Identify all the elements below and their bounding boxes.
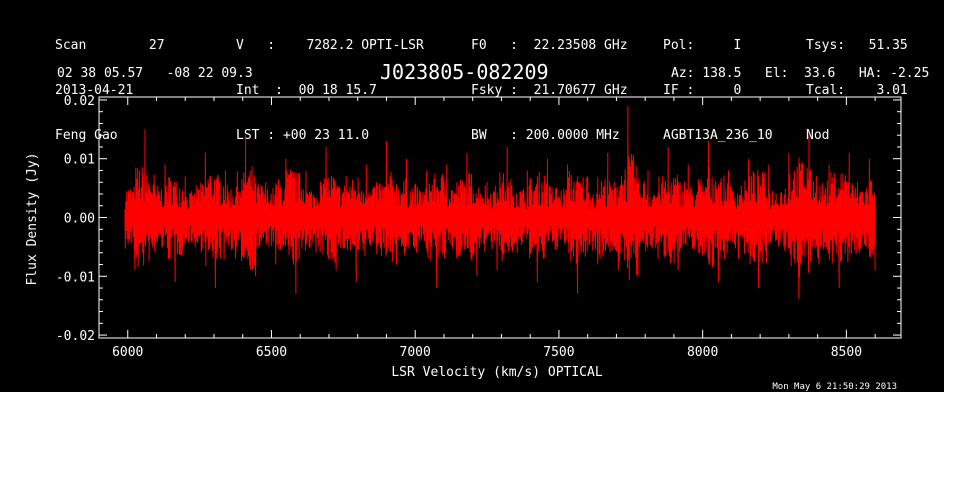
header-frequency-info: F0 : 22.23508 GHz Fsky : 21.70677 GHz BW… (471, 8, 628, 158)
polarization-line: Pol: I (663, 38, 742, 53)
y-tick-label: 0.02 (64, 94, 95, 109)
tsys-line: Tsys: 51.35 (806, 38, 908, 53)
spectrum-trace (124, 105, 876, 300)
x-tick-label: 7000 (400, 345, 431, 360)
if-line: IF : 0 (663, 83, 742, 98)
tcal-line: Tcal: 3.01 (806, 83, 908, 98)
y-tick-label: 0.00 (64, 212, 95, 227)
label-layer: 6000 6500 7000 7500 8000 8500 -0.02 -0.01 0.00 0.… (56, 94, 862, 360)
bandwidth-line: BW : 200.0000 MHz (471, 128, 620, 143)
source-coordinates: 02 38 05.57 -08 22 09.3 (57, 66, 253, 81)
lst-line: LST : +00 23 11.0 (236, 128, 370, 143)
sky-frequency-line: Fsky : 21.70677 GHz (471, 83, 628, 98)
x-tick-label: 6500 (256, 345, 287, 360)
rest-frequency-line: F0 : 22.23508 GHz (471, 38, 628, 53)
header-polarization-info: Pol: I IF : 0 AGBT13A_236_10 (663, 8, 773, 158)
project-line: AGBT13A_236_10 (663, 128, 773, 143)
y-tick-label: -0.02 (56, 329, 95, 344)
tick-layer (98, 97, 901, 338)
velocity-line: V : 7282.2 OPTI-LSR (236, 38, 424, 53)
date-line: 2013-04-21 (55, 83, 134, 98)
y-axis-label: Flux Density (Jy) (25, 152, 40, 285)
mode-line: Nod (806, 128, 830, 143)
integration-line: Int : 00 18 15.7 (236, 83, 377, 98)
spectrum-chart: 6000 6500 7000 7500 8000 8500 -0.02 -0.01 0.00 0.… (25, 94, 902, 392)
header-system-info: Tsys: 51.35 Tcal: 3.01 Nod (806, 8, 908, 158)
x-axis-label: LSR Velocity (km/s) OPTICAL (391, 365, 602, 380)
y-tick-label: 0.01 (64, 153, 95, 168)
scan-line: Scan 27 (55, 38, 165, 53)
plot-timestamp: Mon May 6 21:50:29 2013 (772, 382, 897, 392)
x-tick-label: 8000 (687, 345, 718, 360)
az-el-ha: Az: 138.5 El: 33.6 HA: -2.25 (671, 66, 930, 81)
trace-layer (124, 105, 876, 300)
y-tick-label: -0.01 (56, 270, 95, 285)
chart-title: J023805-082209 (380, 60, 549, 84)
header-velocity-info: V : 7282.2 OPTI-LSR Int : 00 18 15.7 LST… (236, 8, 424, 158)
x-tick-label: 6000 (112, 345, 143, 360)
header-scan-info: Scan 27 2013-04-21 Feng Gao (55, 8, 165, 158)
x-tick-label: 7500 (543, 345, 574, 360)
observer-line: Feng Gao (55, 128, 118, 143)
x-tick-label: 8500 (831, 345, 862, 360)
